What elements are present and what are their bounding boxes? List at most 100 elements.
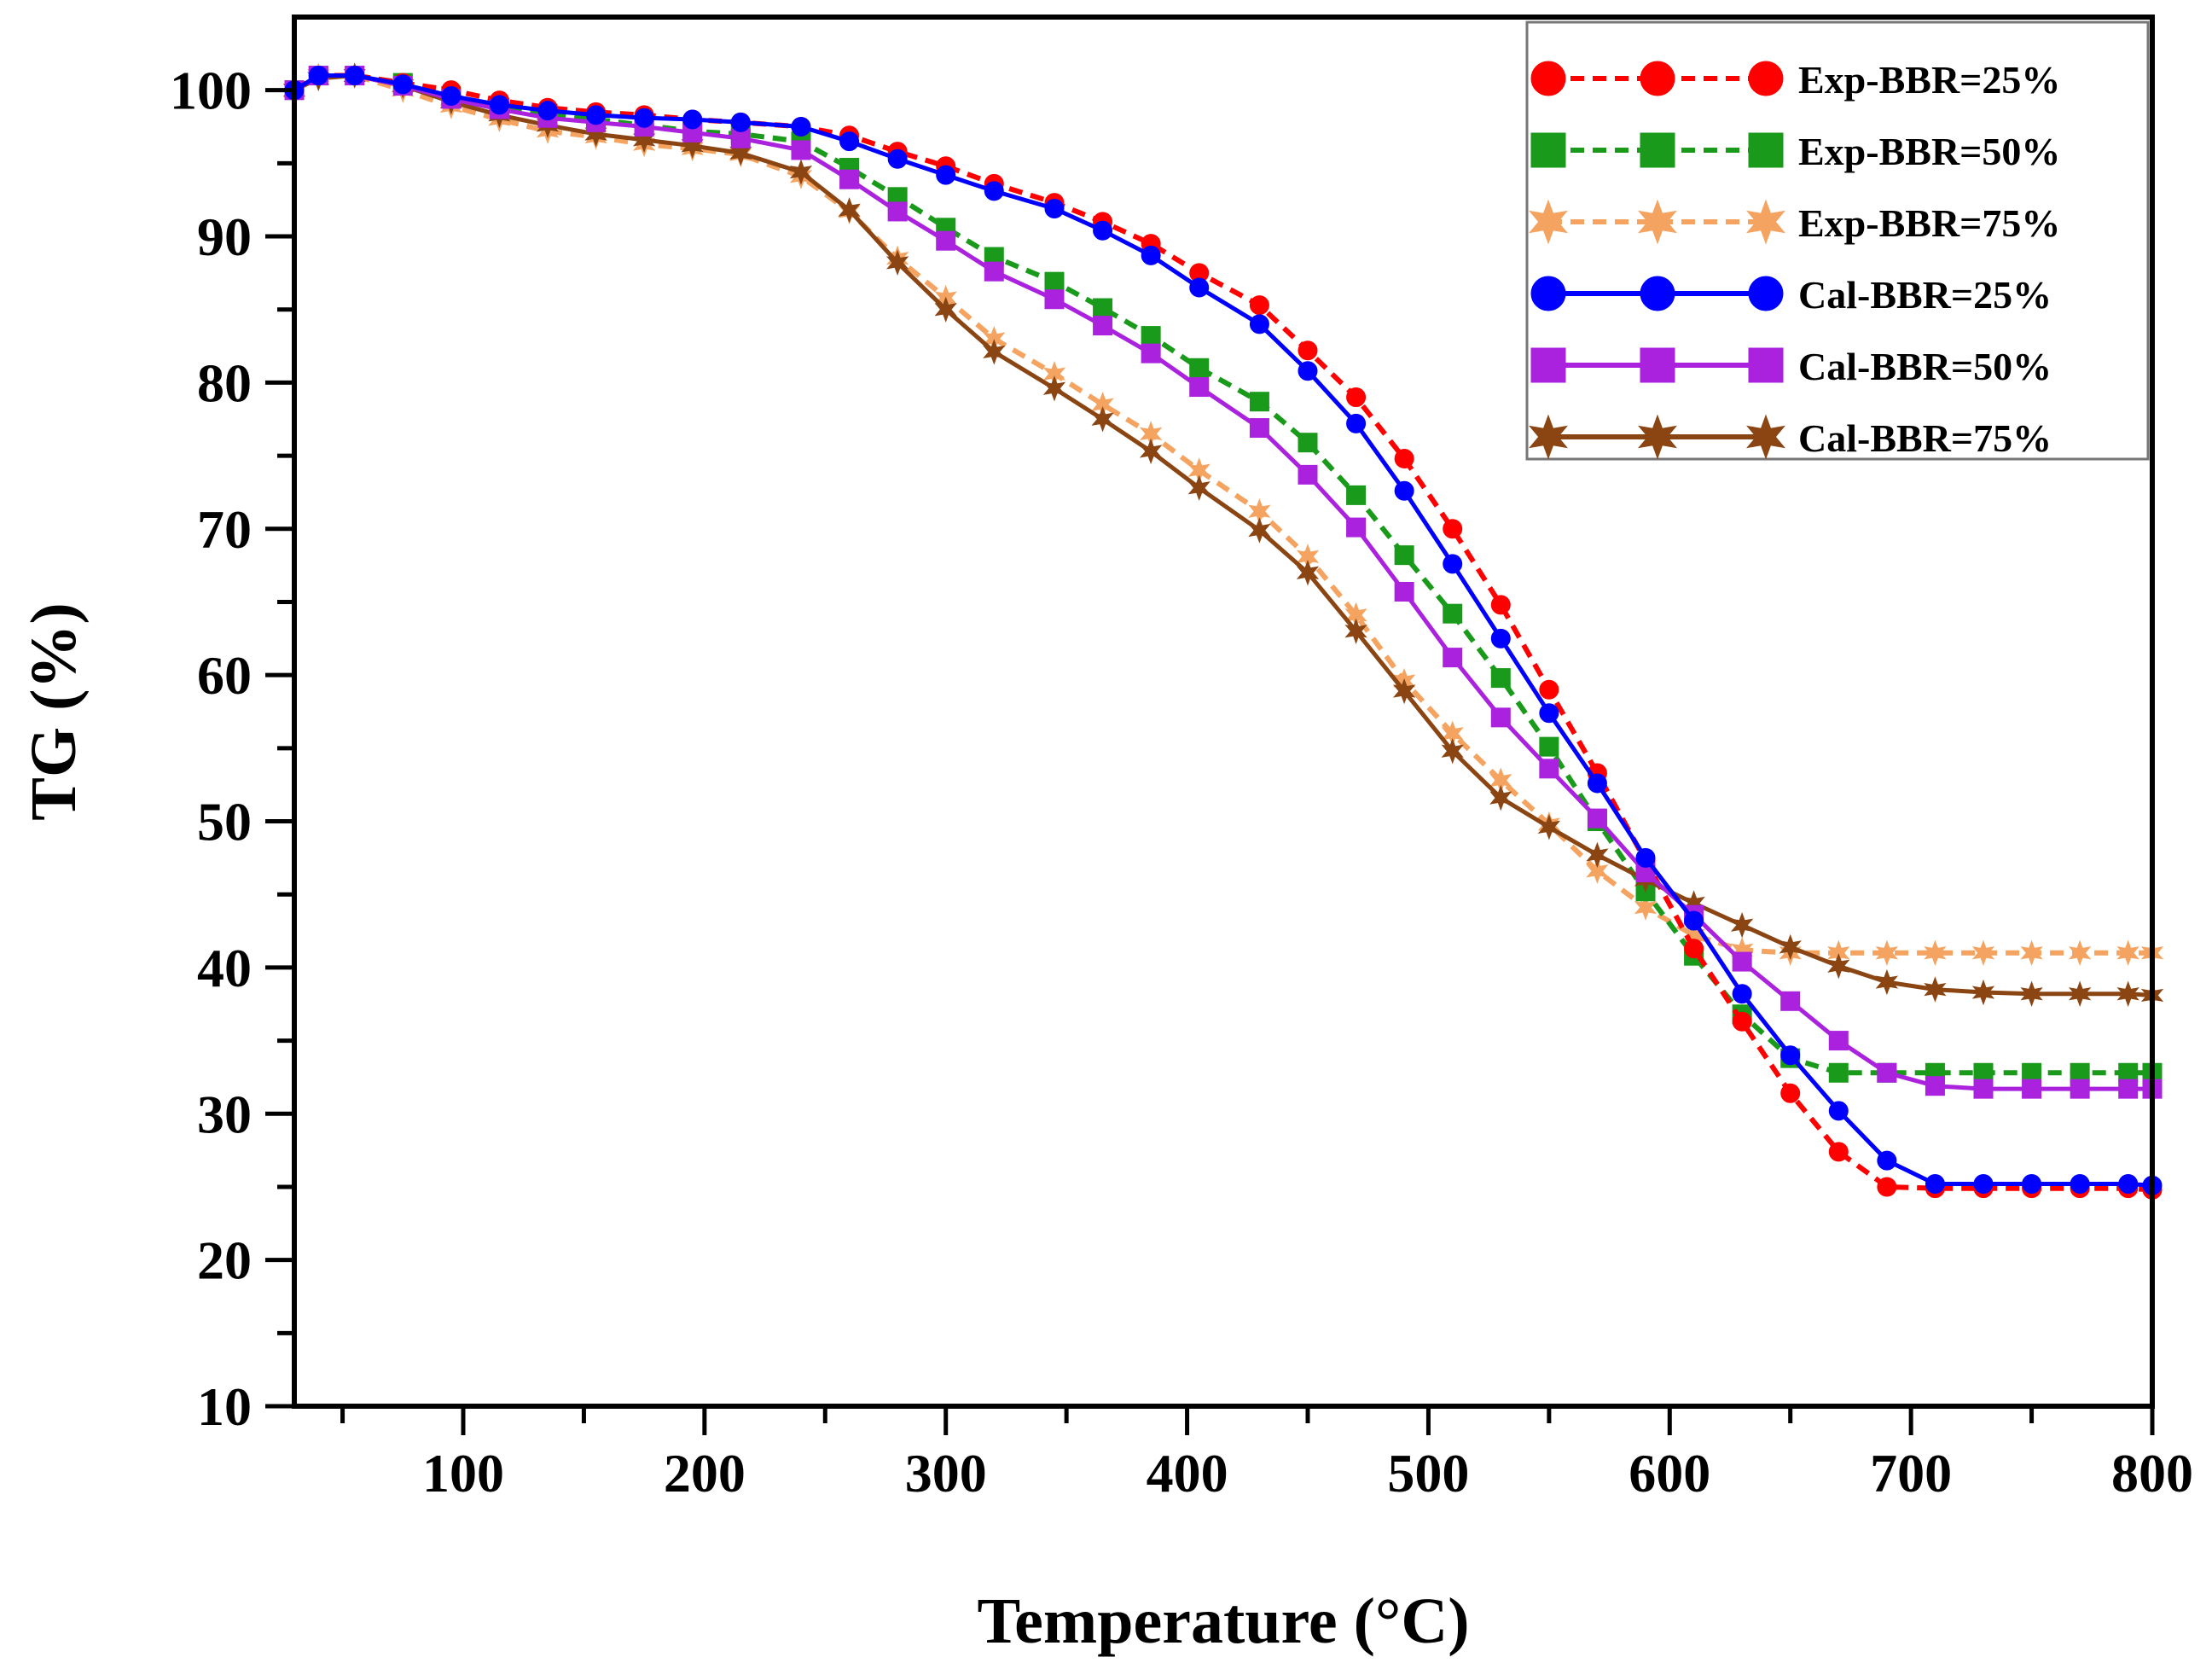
- x-axis: 100 200 300 400 500 600 700 800: [340, 1406, 2193, 1503]
- data-point-cal-bbr-25-10: [730, 112, 751, 132]
- data-point-cal-bbr-25-23: [1394, 480, 1414, 501]
- data-point-cal-bbr-25-28: [1635, 847, 1656, 868]
- data-point-cal-bbr-25-26: [1539, 703, 1559, 724]
- data-point-cal-bbr-25-8: [634, 108, 654, 128]
- data-point-cal-bbr-75-7: [584, 120, 607, 148]
- data-point-exp-bbr-25-24: [1443, 519, 1463, 539]
- data-point-cal-bbr-50-15: [984, 261, 1004, 282]
- data-point-cal-bbr-75-31: [1779, 933, 1802, 961]
- data-point-cal-bbr-25-34: [1925, 1174, 1945, 1195]
- legend-label: Exp-BBR=75%: [1798, 201, 2060, 245]
- data-point-exp-bbr-50-17: [1093, 298, 1113, 318]
- data-point-cal-bbr-50-35: [1973, 1079, 1994, 1099]
- data-point-cal-bbr-75-21: [1296, 560, 1320, 586]
- legend-marker: [1748, 347, 1784, 383]
- legend-marker: [1640, 276, 1675, 311]
- data-point-cal-bbr-50-14: [936, 230, 956, 251]
- data-point-cal-bbr-50-22: [1346, 517, 1367, 538]
- series-line-exp-bbr-75: [293, 73, 2152, 956]
- x-tick-label-700: 700: [1870, 1443, 1952, 1503]
- data-point-cal-bbr-75-19: [1187, 474, 1211, 502]
- y-axis: 10 20 30 40 50 60 70 80 90 100: [170, 61, 294, 1437]
- data-point-cal-bbr-75-33: [1875, 968, 1899, 996]
- x-tick-label-100: 100: [422, 1443, 504, 1503]
- data-point-cal-bbr-75-8: [632, 126, 656, 154]
- legend-marker: [1640, 61, 1675, 96]
- legend: Exp-BBR=25% Exp-BBR=50% Exp-BBR=75% Cal-BBR…: [1525, 20, 2150, 461]
- data-point-cal-bbr-75-11: [789, 159, 813, 185]
- data-point-exp-bbr-75-27: [1586, 858, 1609, 884]
- data-point-cal-bbr-50-16: [1044, 289, 1065, 310]
- data-point-cal-bbr-75-23: [1392, 677, 1416, 705]
- data-point-exp-bbr-75-33: [1875, 939, 1899, 966]
- y-tick-label-80: 80: [197, 352, 252, 413]
- data-point-cal-bbr-25-18: [1141, 245, 1161, 265]
- data-point-cal-bbr-25-16: [1044, 198, 1065, 218]
- data-point-cal-bbr-25-2: [345, 66, 365, 86]
- x-axis-title: Temperature (°C): [977, 1585, 1469, 1657]
- data-point-exp-bbr-50-23: [1394, 545, 1414, 566]
- data-point-cal-bbr-50-32: [1828, 1031, 1849, 1051]
- x-tick-label-600: 600: [1629, 1443, 1710, 1503]
- data-point-cal-bbr-25-25: [1490, 628, 1511, 648]
- data-point-cal-bbr-25-35: [1973, 1174, 1994, 1195]
- data-point-cal-bbr-75-36: [2020, 980, 2043, 1007]
- data-point-cal-bbr-25-21: [1298, 361, 1318, 381]
- legend-box: [1525, 20, 2150, 461]
- data-point-cal-bbr-25-30: [1732, 984, 1752, 1004]
- data-point-cal-bbr-25-1: [308, 66, 328, 86]
- y-tick-label-70: 70: [197, 499, 252, 560]
- data-point-cal-bbr-25-29: [1684, 910, 1704, 931]
- data-point-exp-bbr-50-21: [1298, 433, 1318, 453]
- x-tick-label-800: 800: [2111, 1443, 2193, 1503]
- data-point-cal-bbr-50-11: [791, 140, 811, 160]
- data-point-cal-bbr-25-37: [2070, 1174, 2090, 1195]
- data-point-cal-bbr-25-13: [887, 148, 908, 169]
- data-point-cal-bbr-75-16: [1042, 375, 1066, 402]
- x-tick-label-500: 500: [1387, 1443, 1469, 1503]
- legend-marker: [1746, 199, 1785, 245]
- legend-marker: [1530, 132, 1566, 168]
- legend-marker: [1748, 132, 1784, 168]
- legend-item-exp-bbr-75: Exp-BBR=75%: [1529, 199, 2060, 245]
- data-point-cal-bbr-75-26: [1537, 814, 1561, 840]
- data-point-cal-bbr-25-38: [2118, 1174, 2139, 1195]
- data-point-cal-bbr-75-35: [1971, 979, 1995, 1006]
- data-point-exp-bbr-25-32: [1828, 1142, 1849, 1162]
- data-point-cal-bbr-50-26: [1539, 759, 1559, 779]
- data-point-cal-bbr-50-24: [1443, 648, 1463, 668]
- series-layer: [282, 62, 2164, 1200]
- y-tick-label-20: 20: [197, 1230, 252, 1291]
- data-point-exp-bbr-75-36: [2020, 939, 2043, 966]
- data-point-exp-bbr-75-28: [1634, 894, 1658, 921]
- data-point-exp-bbr-50-25: [1490, 668, 1511, 689]
- legend-marker: [1746, 414, 1785, 460]
- series-line-cal-bbr-25: [293, 73, 2153, 1188]
- x-tick-label-200: 200: [664, 1443, 746, 1503]
- legend-marker: [1640, 132, 1675, 168]
- data-point-cal-bbr-50-21: [1298, 464, 1318, 485]
- data-point-cal-bbr-75-22: [1344, 618, 1367, 644]
- plot-frame: [292, 15, 2155, 1409]
- data-point-cal-bbr-50-19: [1189, 377, 1210, 398]
- series-cal-bbr-25: [284, 66, 2163, 1195]
- data-point-exp-bbr-75-35: [1971, 939, 1995, 966]
- data-point-cal-bbr-50-38: [2118, 1079, 2139, 1099]
- data-point-cal-bbr-50-20: [1249, 418, 1269, 439]
- data-point-cal-bbr-25-6: [537, 101, 558, 121]
- data-point-cal-bbr-25-14: [936, 165, 956, 185]
- data-point-exp-bbr-25-25: [1490, 595, 1511, 615]
- data-point-cal-bbr-75-14: [934, 296, 957, 323]
- data-point-cal-bbr-75-17: [1091, 406, 1114, 433]
- data-point-cal-bbr-25-22: [1346, 413, 1367, 433]
- data-point-cal-bbr-25-12: [839, 131, 860, 152]
- legend-item-cal-bbr-50: Cal-BBR=50%: [1530, 345, 2052, 388]
- legend-marker: [1529, 414, 1568, 460]
- data-point-exp-bbr-25-30: [1732, 1011, 1752, 1032]
- data-point-cal-bbr-25-31: [1780, 1045, 1801, 1066]
- y-tick-label-10: 10: [197, 1376, 252, 1437]
- data-point-exp-bbr-25-21: [1298, 340, 1318, 361]
- legend-marker: [1529, 199, 1568, 245]
- data-point-cal-bbr-25-11: [791, 117, 811, 137]
